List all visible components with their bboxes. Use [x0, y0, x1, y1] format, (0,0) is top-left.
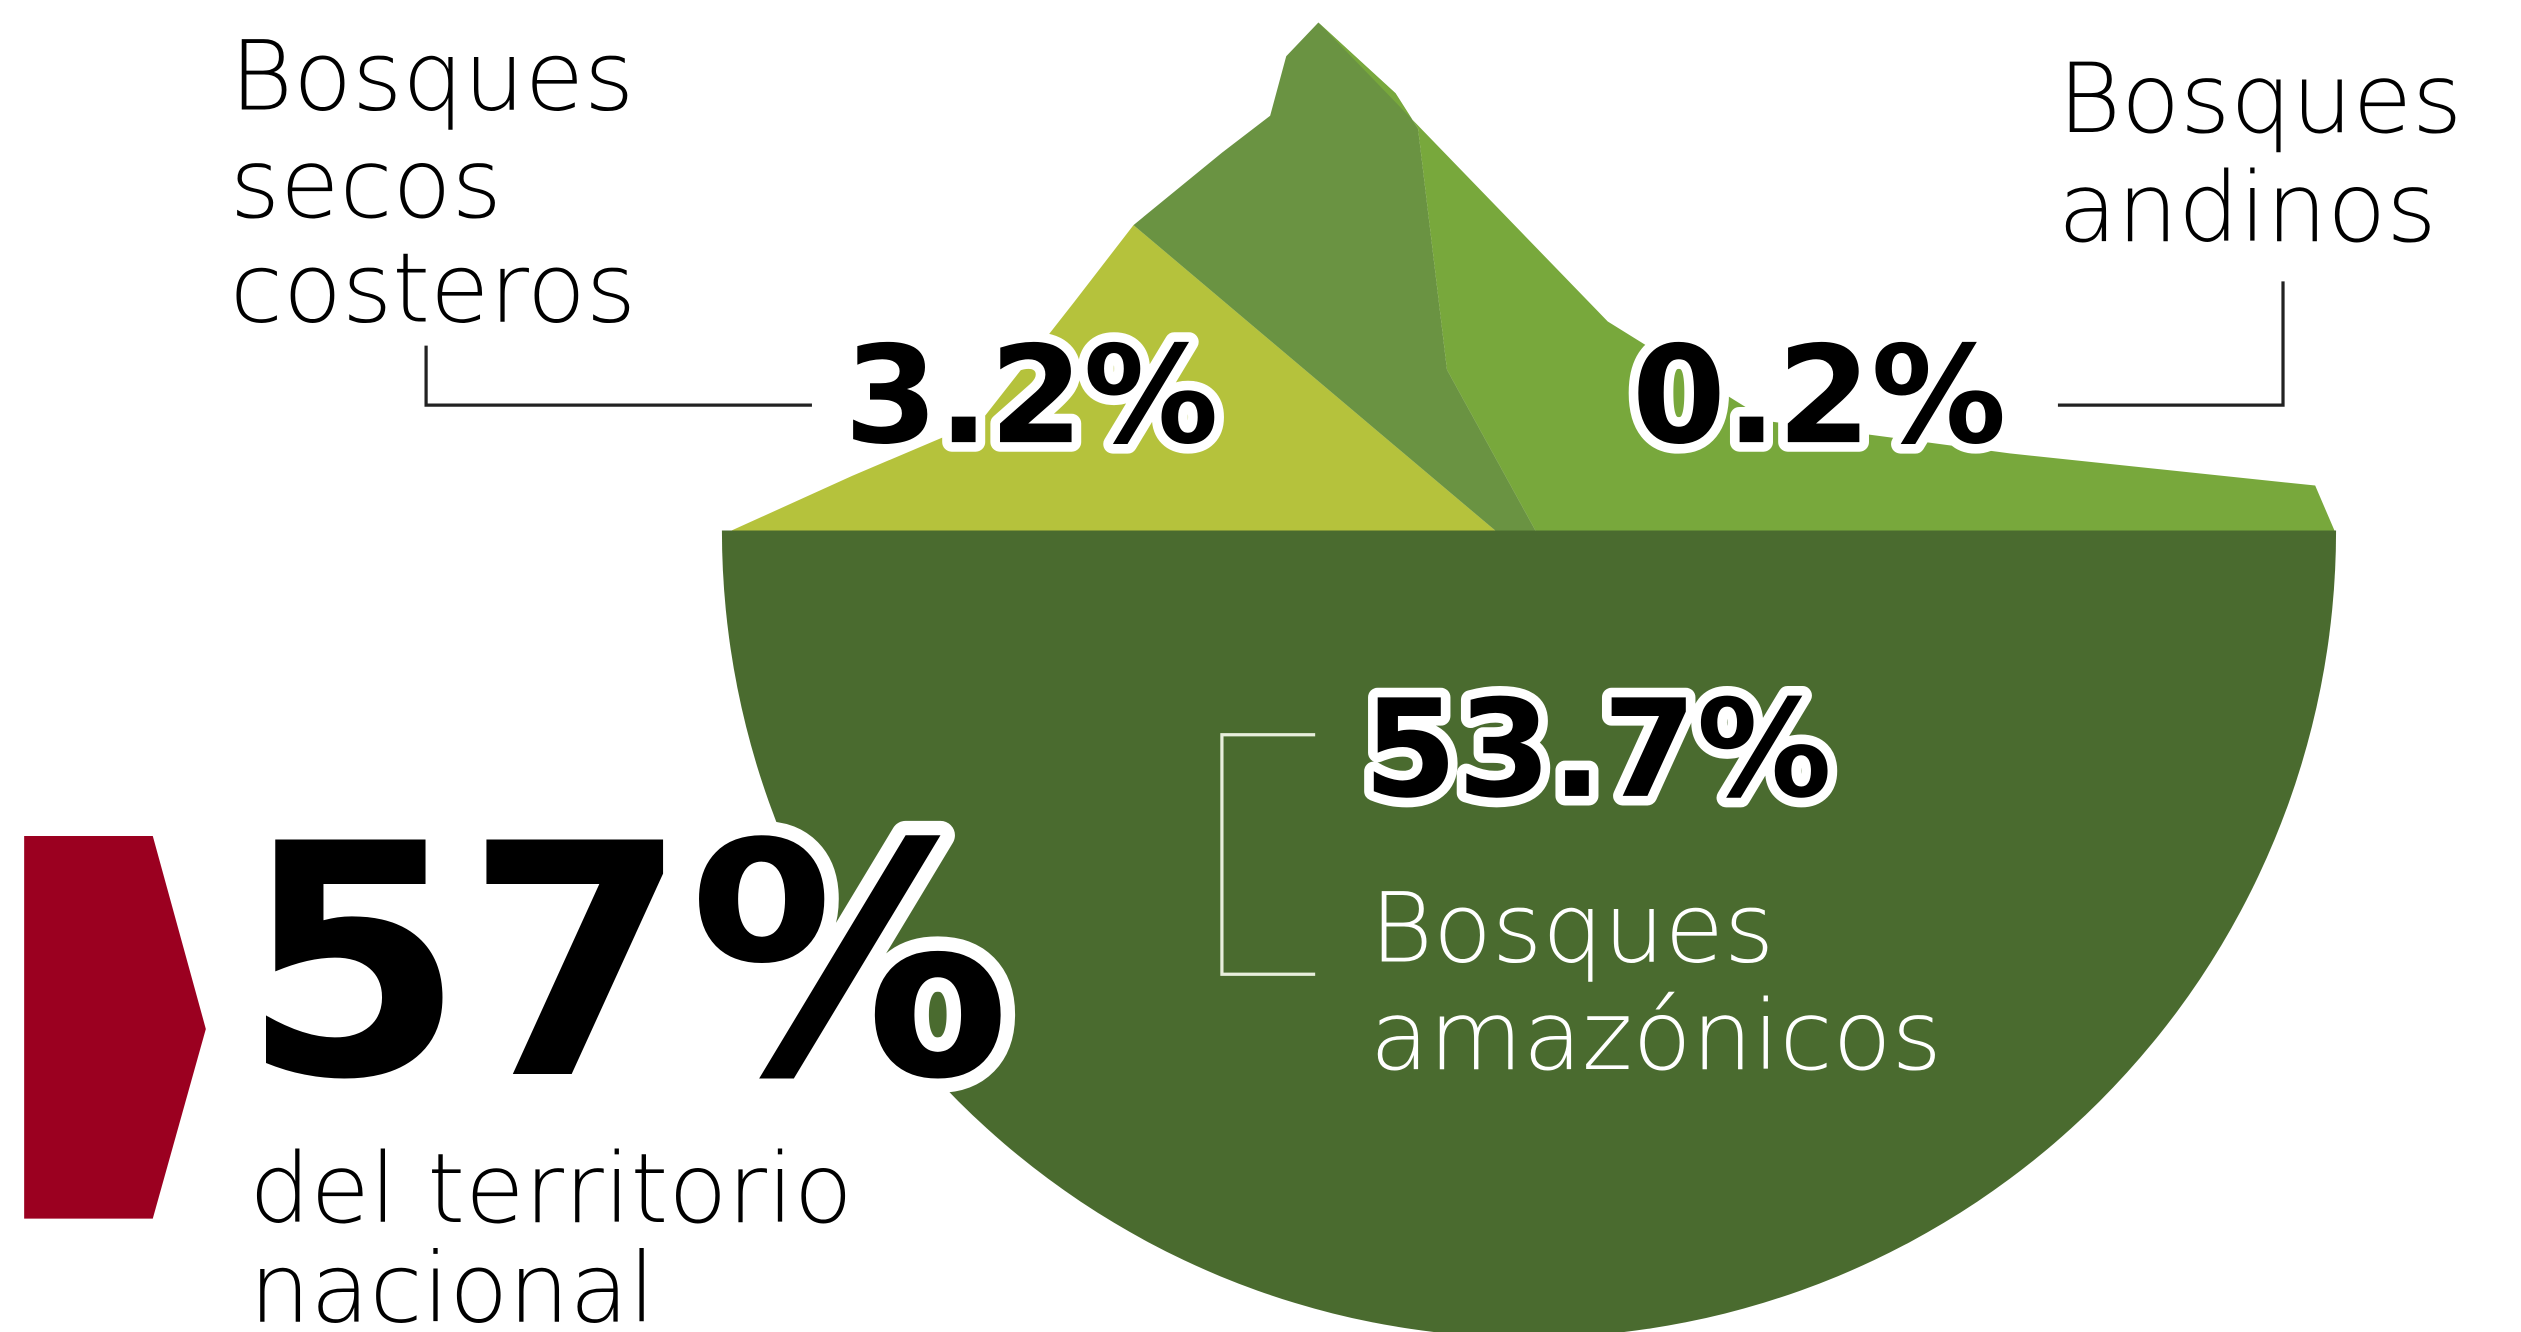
label: Bosques — [1370, 871, 1774, 984]
coastal-forest-shape — [731, 225, 1496, 531]
label: amazónicos — [1370, 979, 1942, 1092]
bracket — [1220, 733, 1316, 976]
andean-forest-shape — [1318, 22, 2335, 531]
label: secos — [230, 127, 502, 240]
label: Bosques — [230, 19, 634, 132]
label: andinos — [2058, 151, 2437, 264]
label: Bosques — [2058, 42, 2462, 155]
label: del territorio — [249, 1132, 853, 1245]
total-value: 57% — [241, 776, 1011, 1150]
value: 3.2% — [844, 317, 1219, 474]
leader-line — [2057, 281, 2285, 407]
mountain-slope-shape — [1133, 22, 1536, 531]
label: costeros — [230, 232, 636, 345]
leader-line — [424, 345, 812, 407]
amazon-forest-shape — [721, 530, 2337, 1332]
value: 53.7% — [1363, 671, 1831, 828]
label: nacional — [249, 1232, 655, 1332]
chevron — [24, 836, 206, 1219]
value: 0.2% — [1632, 317, 2007, 474]
